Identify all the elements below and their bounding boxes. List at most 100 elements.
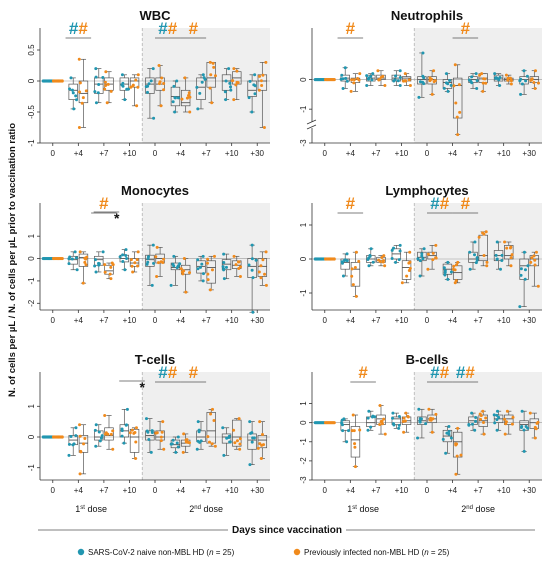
- box-naive: [340, 417, 351, 444]
- data-point: [176, 96, 180, 100]
- x-tick-label: +7: [371, 486, 381, 495]
- x-tick-label: +30: [522, 149, 536, 158]
- data-point: [172, 254, 176, 258]
- data-point: [264, 60, 268, 64]
- data-point: [105, 101, 109, 105]
- data-point: [74, 434, 78, 438]
- x-tick-label: 0: [323, 486, 328, 495]
- data-point: [264, 283, 268, 287]
- data-point: [128, 431, 132, 435]
- data-point: [81, 281, 85, 285]
- x-tick-label: +7: [474, 486, 484, 495]
- data-point: [100, 434, 104, 438]
- data-point: [519, 77, 523, 81]
- x-tick-label: 0: [51, 149, 56, 158]
- data-point: [196, 258, 200, 262]
- box-naive: [313, 77, 326, 82]
- data-point: [351, 283, 355, 287]
- svg-text:#: #: [99, 194, 109, 213]
- data-point: [73, 250, 77, 254]
- data-point: [106, 82, 110, 86]
- x-tick-label: +7: [202, 149, 212, 158]
- x-tick-label: 0: [153, 316, 158, 325]
- data-point: [522, 449, 526, 453]
- data-point: [365, 74, 369, 78]
- legend-label-infected: Previously infected non-MBL HD (n = 25): [304, 548, 450, 557]
- box-infected: [51, 435, 64, 439]
- data-point: [160, 76, 164, 80]
- data-point: [431, 251, 435, 255]
- data-point: [485, 264, 489, 268]
- box-infected: [528, 411, 540, 440]
- y-tick-label: -1: [299, 289, 308, 297]
- box-naive: [493, 72, 504, 87]
- data-point: [93, 428, 97, 432]
- data-point: [184, 290, 188, 294]
- box-infected: [426, 243, 438, 271]
- significance-hash: ##: [65, 19, 92, 39]
- data-point: [69, 76, 73, 80]
- data-point: [509, 256, 513, 260]
- box-infected: [350, 250, 361, 298]
- data-point: [433, 79, 437, 83]
- data-point: [78, 423, 82, 427]
- data-point: [109, 265, 113, 269]
- data-point: [503, 432, 507, 436]
- data-point: [510, 253, 514, 257]
- box-naive: [247, 243, 258, 314]
- data-point: [494, 76, 498, 80]
- x-tick-label: +10: [395, 486, 409, 495]
- data-point: [357, 259, 361, 263]
- data-point: [530, 256, 534, 260]
- dose-label: 1st dose: [347, 504, 379, 514]
- x-tick-label: +10: [225, 316, 239, 325]
- data-point: [199, 439, 203, 443]
- box-naive: [519, 409, 530, 453]
- data-point: [257, 88, 261, 92]
- data-point: [147, 437, 151, 441]
- data-point: [403, 72, 407, 76]
- data-point: [261, 73, 265, 77]
- data-point: [94, 101, 98, 105]
- data-point: [154, 255, 158, 259]
- box-naive: [365, 72, 376, 87]
- y-tick-label: 0: [27, 256, 36, 261]
- y-tick-label: -1: [27, 464, 36, 472]
- panel-title: WBC: [139, 8, 171, 23]
- data-point: [493, 421, 497, 425]
- data-point: [212, 254, 216, 258]
- data-point: [120, 434, 124, 438]
- data-point: [124, 423, 128, 427]
- data-point: [196, 107, 200, 111]
- data-point: [253, 73, 257, 77]
- data-point: [533, 258, 537, 262]
- data-point: [180, 97, 184, 101]
- data-point: [444, 81, 448, 85]
- data-point: [446, 277, 450, 281]
- data-point: [250, 243, 254, 247]
- box-naive: [68, 76, 79, 111]
- data-point: [155, 274, 159, 278]
- data-point: [134, 78, 138, 82]
- x-tick-label: +30: [250, 316, 264, 325]
- data-point: [179, 267, 183, 271]
- data-point: [449, 83, 453, 87]
- data-point: [505, 246, 509, 250]
- data-point: [78, 81, 82, 85]
- data-point: [67, 453, 71, 457]
- box-naive: [493, 240, 504, 271]
- box-naive: [366, 409, 377, 432]
- data-point: [104, 84, 108, 88]
- data-point: [68, 87, 72, 91]
- data-point: [456, 426, 460, 430]
- data-point: [206, 435, 210, 439]
- axis-break-mark: [306, 119, 317, 125]
- data-point: [239, 265, 243, 269]
- data-point: [124, 248, 128, 252]
- data-point: [187, 91, 191, 95]
- data-point: [473, 253, 477, 257]
- data-point: [262, 443, 266, 447]
- y-tick-label: 1: [27, 404, 36, 409]
- data-point: [147, 255, 151, 259]
- data-point: [483, 77, 487, 81]
